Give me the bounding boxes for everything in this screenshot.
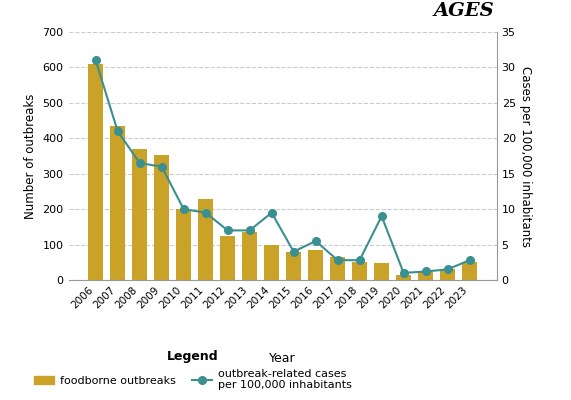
Y-axis label: Cases per 100,000 inhabitants: Cases per 100,000 inhabitants	[520, 66, 532, 246]
Bar	[418, 272, 433, 280]
Bar	[352, 262, 367, 280]
Bar	[176, 209, 191, 280]
Bar	[110, 126, 126, 280]
Bar	[286, 252, 301, 280]
Bar	[132, 149, 147, 280]
Bar	[374, 263, 389, 280]
Bar	[154, 155, 170, 280]
Bar	[242, 232, 258, 280]
Y-axis label: Number of outbreaks: Number of outbreaks	[24, 93, 37, 219]
Bar	[308, 250, 323, 280]
Bar	[220, 236, 235, 280]
Bar	[396, 275, 411, 280]
Bar	[198, 198, 214, 280]
Bar	[264, 245, 279, 280]
Text: AGES: AGES	[434, 2, 494, 20]
Bar	[440, 269, 455, 280]
Legend: foodborne outbreaks, outbreak-related cases
per 100,000 inhabitants: foodborne outbreaks, outbreak-related ca…	[34, 350, 352, 390]
X-axis label: Year: Year	[270, 352, 296, 365]
Bar	[330, 257, 345, 280]
Bar	[88, 64, 103, 280]
Bar	[462, 262, 477, 280]
